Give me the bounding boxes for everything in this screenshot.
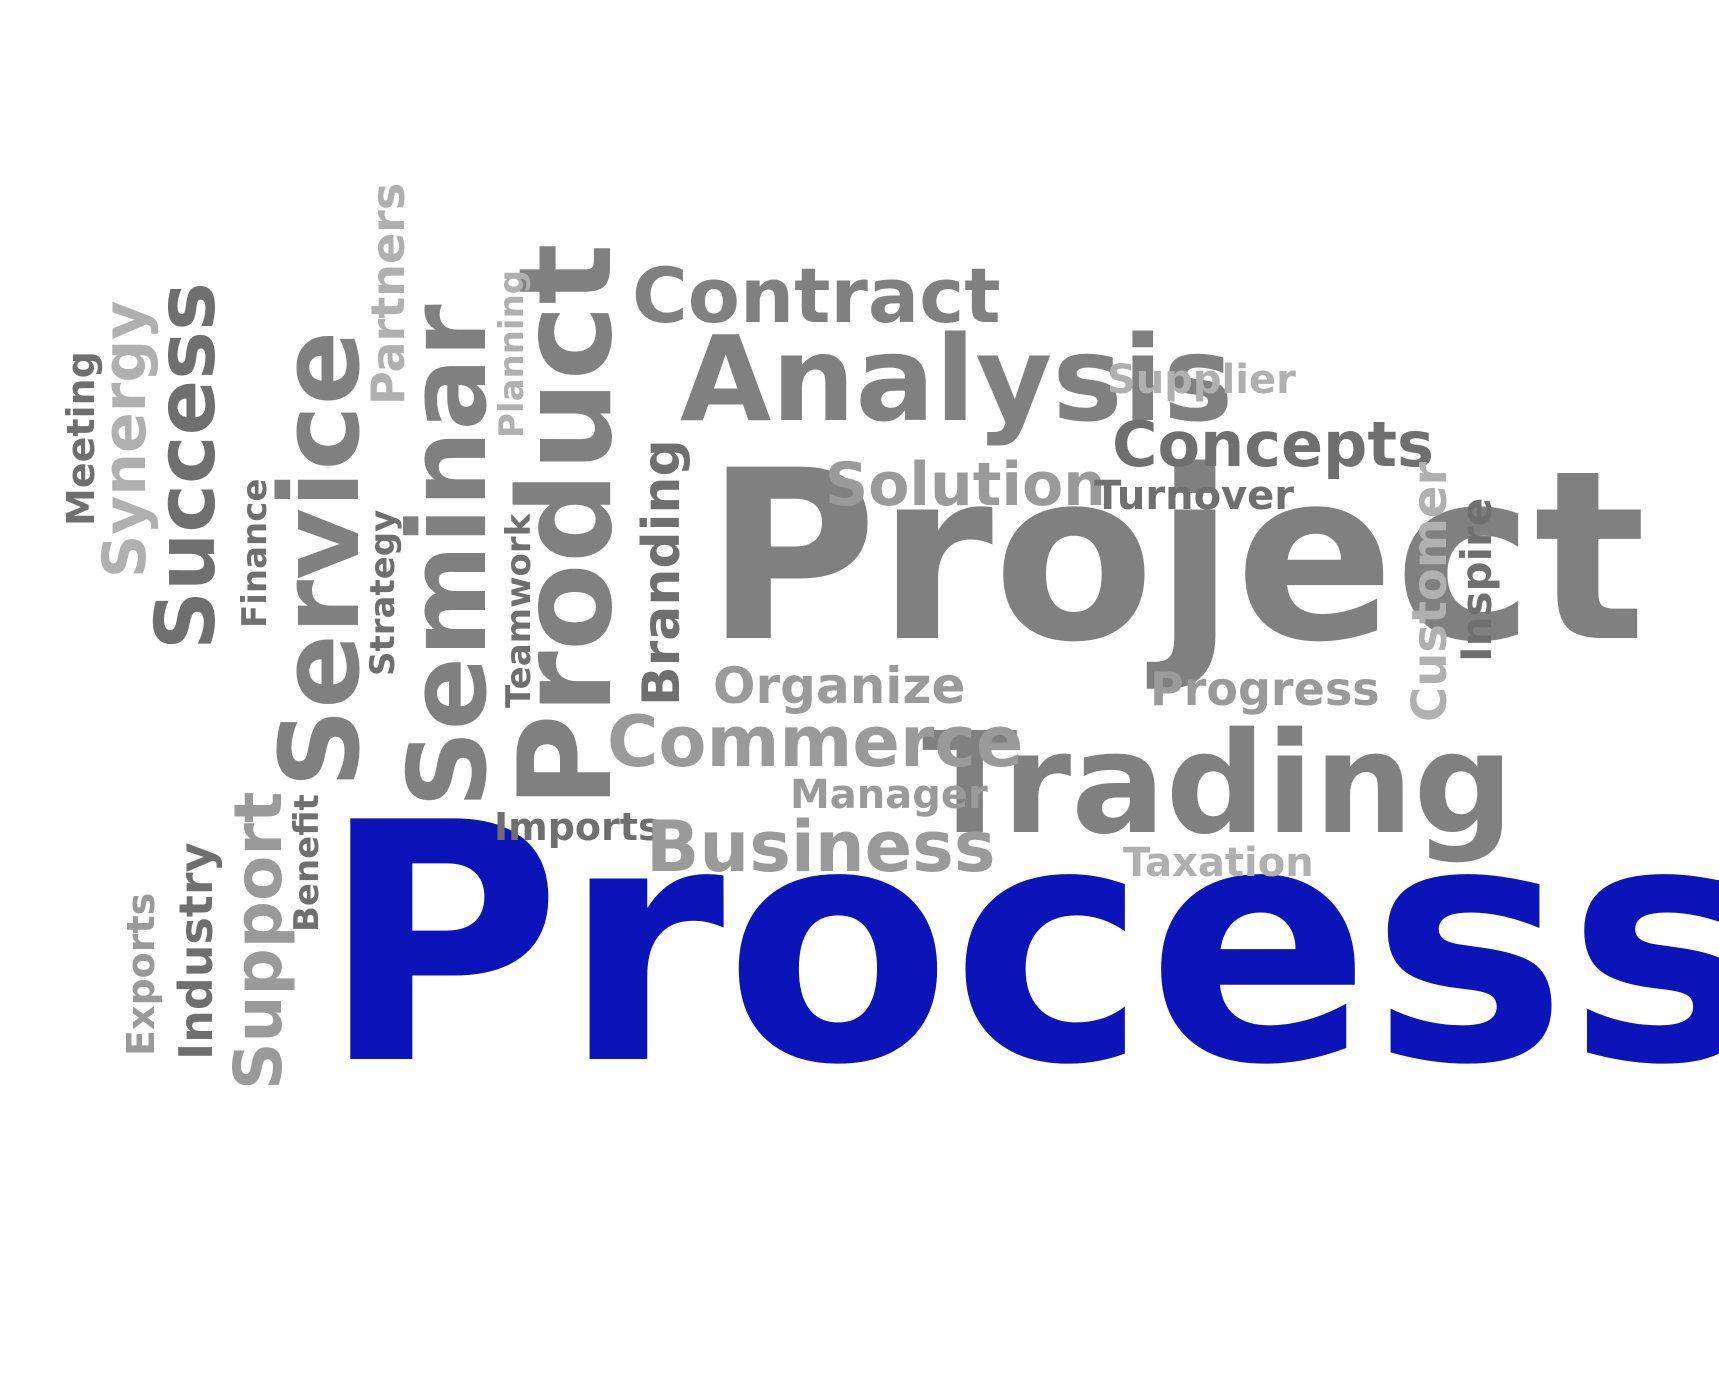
word-trading: Trading — [922, 703, 1514, 866]
word-commerce: Commerce — [607, 701, 1024, 783]
word-project: Project — [705, 421, 1647, 694]
word-benefit: Benefit — [287, 794, 327, 932]
word-inspire: Inspire — [1452, 497, 1501, 662]
word-analysis: Analysis — [680, 310, 1234, 448]
word-manager: Manager — [790, 772, 988, 818]
word-teamwork: Teamwork — [499, 513, 539, 708]
word-customer: Customer — [1402, 461, 1458, 722]
word-solution: Solution — [825, 450, 1106, 520]
word-exports: Exports — [119, 892, 163, 1056]
word-branding: Branding — [632, 439, 692, 706]
word-supplier: Supplier — [1107, 357, 1296, 403]
word-synergy: Synergy — [90, 300, 160, 578]
word-industry: Industry — [169, 842, 223, 1060]
word-partners: Partners — [361, 182, 415, 405]
word-finance: Finance — [235, 478, 275, 628]
word-support: Support — [220, 791, 297, 1090]
word-strategy: Strategy — [363, 509, 403, 676]
word-progress: Progress — [1150, 662, 1380, 716]
word-concepts: Concepts — [1112, 408, 1434, 481]
word-business: Business — [646, 806, 996, 888]
word-imports: Imports — [494, 805, 661, 849]
word-service: Service — [256, 330, 384, 788]
word-turnover: Turnover — [1094, 473, 1294, 519]
word-process: Process — [320, 753, 1719, 1137]
word-taxation: Taxation — [1123, 840, 1314, 886]
word-meeting: Meeting — [59, 351, 103, 526]
word-planning: Planning — [492, 269, 532, 438]
word-organize: Organize — [713, 657, 966, 715]
word-contract: Contract — [632, 251, 1001, 340]
